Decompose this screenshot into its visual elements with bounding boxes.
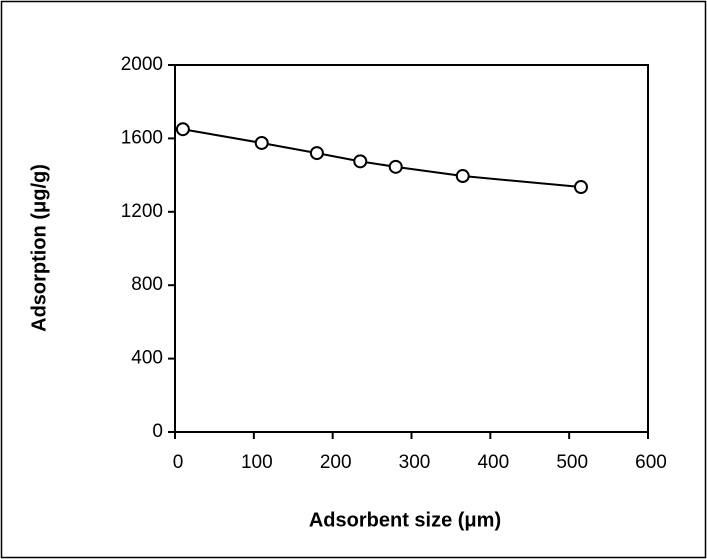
y-axis-title: Adsorption (μg/g)	[28, 164, 50, 332]
data-point	[254, 135, 269, 150]
data-point	[388, 159, 403, 174]
data-point	[353, 154, 368, 169]
y-tick-label: 400	[131, 348, 163, 369]
x-tick-label: 600	[635, 452, 667, 473]
x-tick-label: 500	[556, 452, 588, 473]
data-point	[573, 180, 588, 195]
x-tick-label: 0	[173, 452, 184, 473]
x-tick-label: 100	[241, 452, 273, 473]
x-axis-title: Adsorbent size (μm)	[309, 509, 501, 531]
data-point	[455, 169, 470, 184]
x-tick-label: 300	[399, 452, 431, 473]
x-tick-label: 400	[477, 452, 509, 473]
y-tick-label: 2000	[121, 54, 163, 75]
data-point	[309, 146, 324, 161]
x-tick-label: 200	[320, 452, 352, 473]
y-tick-label: 0	[152, 421, 163, 442]
y-tick-label: 1200	[121, 201, 163, 222]
data-point	[175, 122, 190, 137]
y-tick-label: 800	[131, 274, 163, 295]
y-tick-label: 1600	[121, 127, 163, 148]
